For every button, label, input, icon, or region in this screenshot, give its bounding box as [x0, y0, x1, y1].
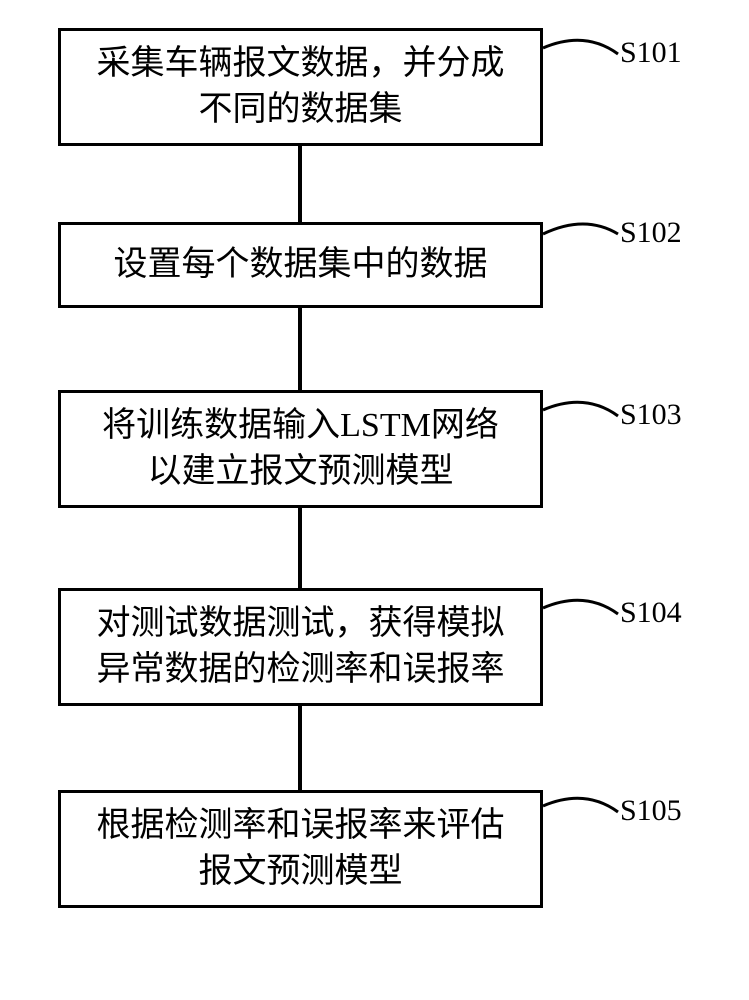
step-label-2: S102: [620, 216, 682, 250]
step-label-5: S105: [620, 794, 682, 828]
leader-curve-1: [0, 0, 749, 1000]
step-label-1: S101: [620, 36, 682, 70]
step-label-3: S103: [620, 398, 682, 432]
flowchart-canvas: 采集车辆报文数据，并分成不同的数据集 设置每个数据集中的数据 将训练数据输入LS…: [0, 0, 749, 1000]
step-label-4: S104: [620, 596, 682, 630]
